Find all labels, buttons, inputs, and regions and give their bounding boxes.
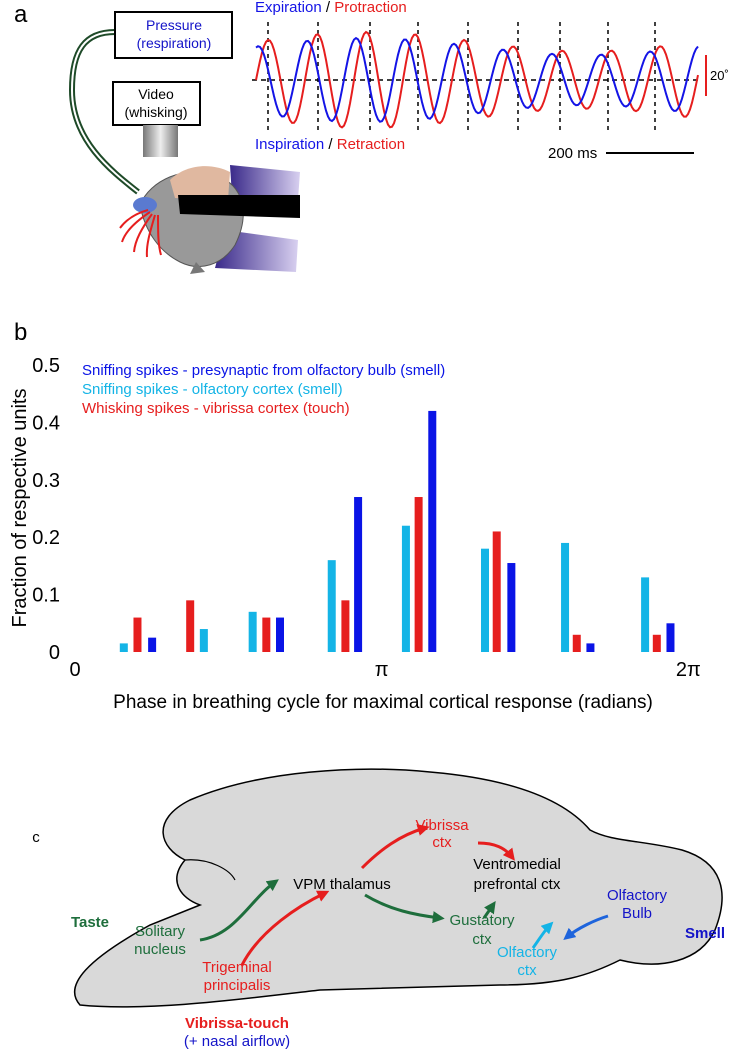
bar — [492, 531, 501, 652]
bar — [354, 497, 363, 652]
scale-label: 200 ms — [548, 145, 597, 162]
scale-label: 20˚ — [710, 68, 729, 83]
box-text: Pressure — [146, 17, 202, 33]
y-tick-label: 0.5 — [32, 355, 60, 377]
video-box — [112, 81, 201, 126]
panel-label: b — [14, 319, 27, 346]
region-label: VPM thalamus — [293, 876, 391, 893]
panel-c: c Vibrissa ctx VPM thalamus Ventromedial… — [32, 768, 725, 1050]
x-axis-label: Phase in breathing cycle for maximal cor… — [113, 692, 653, 713]
region-label: nucleus — [134, 941, 186, 958]
region-label: ctx — [517, 962, 537, 979]
x-tick-label: 0 — [69, 659, 80, 681]
legend-text: Protraction — [334, 0, 407, 16]
y-tick-label: 0.1 — [32, 585, 60, 607]
modality-label: Smell — [685, 925, 725, 942]
box-text: (respiration) — [137, 35, 212, 51]
panel-label: a — [14, 1, 28, 28]
region-label: Bulb — [622, 905, 652, 922]
tube-inner — [70, 31, 139, 193]
panel-label: c — [32, 829, 40, 846]
nose — [133, 197, 157, 213]
trace-legend: Expiration / Protraction — [255, 0, 407, 16]
bar — [507, 563, 516, 652]
legend-text: Inspiration — [255, 136, 324, 153]
trace — [255, 36, 699, 123]
stage — [230, 165, 300, 200]
y-tick-label: 0.4 — [32, 412, 60, 434]
x-tick-label: 2π — [676, 659, 701, 681]
legend-text: / — [326, 0, 331, 16]
region-label: ctx — [432, 834, 452, 851]
legend-entry: Sniffing spikes - olfactory cortex (smel… — [82, 381, 343, 398]
legend-text: Expiration — [255, 0, 322, 16]
region-label: Ventromedial — [473, 856, 561, 873]
bar — [401, 525, 410, 652]
region-label: ctx — [472, 931, 492, 948]
y-tick-label: 0 — [49, 642, 60, 664]
whiskers — [119, 209, 162, 258]
modality-label: Taste — [71, 914, 109, 931]
y-axis-label: Fraction of respective units — [9, 389, 31, 628]
region-label: Olfactory — [607, 887, 668, 904]
bar — [666, 623, 675, 652]
panel-a: a Pressure (respiration) Video (whisking… — [14, 0, 729, 274]
region-label: Olfactory — [497, 944, 558, 961]
pressure-box — [114, 11, 233, 59]
bar — [327, 560, 336, 652]
region-label: Solitary — [135, 923, 186, 940]
bar — [276, 617, 284, 652]
legend-text: Retraction — [337, 136, 405, 153]
region-label: Gustatory — [449, 912, 515, 929]
bar — [586, 643, 595, 652]
brain-fold — [184, 859, 236, 881]
region-label: Vibrissa — [415, 817, 469, 834]
modality-label: Vibrissa-touch — [185, 1015, 289, 1032]
bar — [641, 577, 650, 652]
region-label: prefrontal ctx — [474, 876, 561, 893]
bar — [572, 634, 581, 652]
y-tick-label: 0.2 — [32, 527, 60, 549]
bar — [652, 634, 661, 652]
bar — [481, 548, 489, 652]
bar — [414, 497, 423, 652]
headplate — [178, 195, 300, 218]
modality-label: (+ nasal airflow) — [184, 1033, 290, 1050]
legend-entry: Whisking spikes - vibrissa cortex (touch… — [82, 400, 350, 417]
bar — [262, 617, 271, 652]
bar — [133, 617, 142, 652]
legend-text: / — [328, 136, 333, 153]
region-label: principalis — [204, 977, 271, 994]
trace — [255, 30, 699, 129]
trace-legend: Inspiration / Retraction — [255, 136, 405, 153]
region-label: Trigeminal — [202, 959, 271, 976]
bar — [199, 629, 208, 652]
camera — [143, 125, 178, 157]
x-tick-label: π — [375, 659, 389, 681]
box-text: Video — [138, 86, 174, 102]
arrows — [199, 824, 609, 966]
bar — [119, 643, 128, 652]
bar — [341, 600, 350, 652]
bar — [248, 611, 257, 652]
bar — [148, 637, 157, 652]
panel-b: b Fraction of respective units Phase in … — [9, 319, 701, 713]
bar — [428, 410, 437, 652]
paw — [190, 262, 205, 274]
y-tick-label: 0.3 — [32, 470, 60, 492]
mouse-skin — [170, 166, 230, 200]
legend-entry: Sniffing spikes - presynaptic from olfac… — [82, 362, 445, 379]
bar — [561, 542, 570, 652]
box-text: (whisking) — [124, 104, 187, 120]
traces — [252, 22, 700, 130]
brain — [74, 768, 723, 1008]
bar — [186, 600, 195, 652]
